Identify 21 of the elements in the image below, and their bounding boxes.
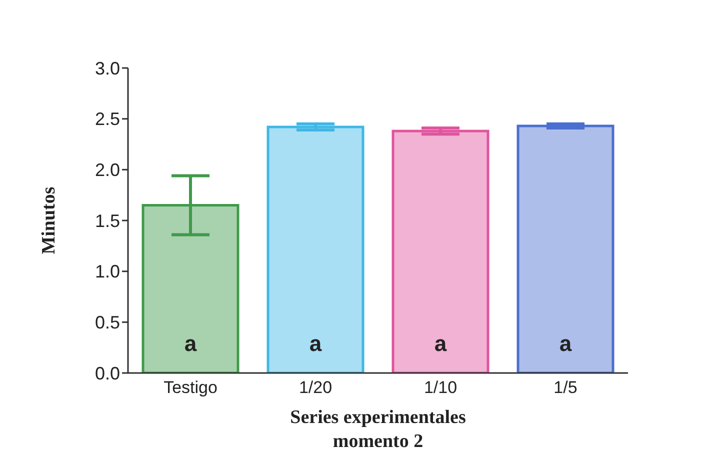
annotation: a (309, 331, 322, 356)
x-tick-label: 1/20 (298, 378, 332, 398)
x-tick-label: Testigo (164, 378, 218, 398)
y-tick-label: 0.0 (94, 363, 120, 384)
bar (516, 124, 614, 373)
y-tick-label: 2.5 (94, 109, 120, 130)
x-tick-label: 1/5 (554, 378, 578, 398)
y-axis-title: Minutos (38, 186, 60, 254)
y-tick-label: 2.0 (94, 160, 120, 180)
bar (392, 130, 490, 373)
y-tick-label: 3.0 (94, 58, 120, 78)
x-axis-title: Series experimentales momento 2 (290, 407, 466, 452)
y-tick-label: 1.5 (94, 210, 120, 231)
annotation: a (434, 331, 448, 356)
bar (142, 204, 240, 373)
y-tick-label: 1.0 (94, 262, 120, 282)
annotation: a (559, 331, 572, 356)
x-tick-label: 1/10 (424, 378, 458, 398)
y-tick-label: 0.5 (94, 312, 120, 333)
bar (266, 126, 364, 373)
annotation: a (184, 331, 198, 356)
